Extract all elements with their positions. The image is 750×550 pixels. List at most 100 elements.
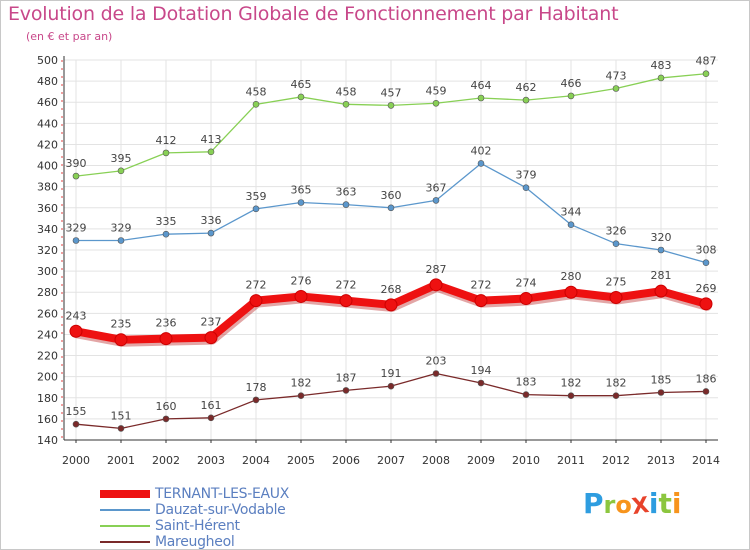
- y-tick-label: 240: [37, 328, 58, 341]
- data-label: 390: [66, 157, 87, 170]
- data-label: 268: [381, 283, 402, 296]
- data-point: [522, 96, 530, 104]
- legend-swatch: [100, 525, 150, 527]
- data-point: [477, 94, 485, 102]
- data-label: 487: [696, 55, 717, 68]
- data-label: 160: [156, 400, 177, 413]
- data-label: 413: [201, 133, 222, 146]
- data-label: 269: [696, 282, 717, 295]
- data-point: [432, 197, 440, 204]
- proxiti-logo: ProXiti: [583, 487, 681, 520]
- legend-label: Saint-Hérent: [155, 518, 240, 534]
- y-tick-label: 480: [37, 75, 58, 88]
- x-tick-label: 2014: [692, 454, 720, 467]
- data-point: [432, 99, 440, 107]
- y-tick-label: 340: [37, 223, 58, 236]
- data-point: [252, 396, 260, 404]
- data-label: 464: [471, 79, 492, 92]
- legend-swatch: [100, 509, 150, 511]
- data-point: [474, 294, 488, 308]
- data-point: [114, 333, 128, 347]
- data-point: [657, 74, 665, 82]
- logo-letter: o: [615, 491, 632, 519]
- data-label: 287: [426, 263, 447, 276]
- data-point: [612, 240, 620, 247]
- data-point: [294, 289, 308, 303]
- data-label: 161: [201, 399, 222, 412]
- data-point: [702, 259, 710, 266]
- data-point: [387, 204, 395, 212]
- data-point: [699, 297, 713, 311]
- y-tick-label: 500: [37, 54, 58, 67]
- data-point: [567, 92, 575, 100]
- data-point: [162, 230, 170, 238]
- x-tick-label: 2008: [422, 454, 450, 467]
- data-label: 458: [336, 85, 357, 98]
- data-point: [297, 392, 305, 399]
- data-label: 336: [201, 214, 222, 227]
- data-label: 402: [471, 144, 492, 157]
- data-point: [204, 331, 218, 345]
- data-label: 344: [561, 206, 582, 219]
- legend: TERNANT-LES-EAUX Dauzat-sur-Vodable Saint-…: [100, 486, 360, 550]
- data-point: [522, 184, 530, 192]
- data-label: 280: [561, 270, 582, 283]
- y-tick-label: 360: [37, 202, 58, 215]
- data-point: [609, 291, 623, 304]
- data-label: 236: [156, 317, 177, 330]
- data-point: [252, 101, 260, 108]
- chart-title: Evolution de la Dotation Globale de Fonc…: [8, 3, 619, 25]
- data-label: 360: [381, 189, 402, 202]
- data-label: 185: [651, 374, 672, 387]
- data-label: 473: [606, 70, 627, 83]
- y-tick-label: 420: [37, 138, 58, 151]
- data-label: 182: [606, 377, 627, 390]
- data-label: 466: [561, 77, 582, 90]
- data-point: [342, 387, 350, 394]
- y-tick-label: 440: [37, 117, 58, 130]
- data-point: [339, 294, 353, 308]
- legend-label: Mareugheol: [155, 534, 235, 550]
- y-tick-label: 380: [37, 181, 58, 194]
- y-tick-label: 460: [37, 96, 58, 109]
- data-point: [432, 370, 440, 377]
- data-point: [567, 221, 575, 228]
- data-label: 320: [651, 231, 672, 244]
- x-tick-label: 2005: [287, 454, 315, 467]
- data-point: [567, 392, 575, 399]
- x-tick-label: 2003: [197, 454, 225, 467]
- data-label: 395: [111, 152, 132, 165]
- data-label: 151: [111, 409, 132, 422]
- x-tick-label: 2011: [557, 454, 585, 467]
- data-point: [564, 285, 578, 299]
- data-point: [159, 332, 173, 346]
- data-label: 235: [111, 318, 132, 331]
- logo-letter: i: [671, 487, 682, 520]
- data-point: [69, 324, 83, 338]
- data-point: [477, 379, 485, 387]
- data-label: 367: [426, 181, 447, 194]
- data-point: [612, 392, 620, 399]
- y-tick-label: 280: [37, 286, 58, 299]
- x-tick-label: 2006: [332, 454, 360, 467]
- data-label: 335: [156, 215, 177, 228]
- data-label: 182: [561, 377, 582, 390]
- data-label: 243: [66, 309, 87, 322]
- data-point: [72, 172, 80, 180]
- data-label: 459: [426, 84, 447, 97]
- x-tick-label: 2002: [152, 454, 180, 467]
- x-tick-label: 2013: [647, 454, 675, 467]
- y-tick-label: 220: [37, 350, 58, 363]
- data-point: [522, 391, 530, 398]
- data-point: [657, 389, 665, 396]
- legend-swatch: [100, 490, 150, 498]
- data-point: [702, 70, 710, 78]
- data-label: 326: [606, 225, 627, 238]
- y-tick-label: 400: [37, 160, 58, 173]
- chart-subtitle: (en € et par an): [26, 30, 113, 43]
- data-label: 191: [381, 367, 402, 380]
- data-point: [702, 388, 710, 395]
- x-tick-label: 2004: [242, 454, 270, 467]
- legend-swatch: [100, 541, 150, 543]
